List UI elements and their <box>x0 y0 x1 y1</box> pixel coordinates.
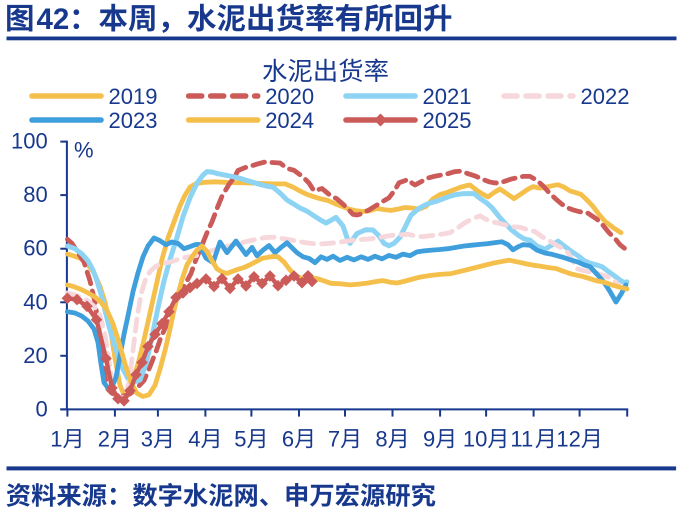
svg-text:2019: 2019 <box>109 84 158 109</box>
svg-text:1: 1 <box>50 427 62 452</box>
svg-text:3: 3 <box>141 427 153 452</box>
svg-text:%: % <box>74 138 94 163</box>
svg-text:2020: 2020 <box>265 84 314 109</box>
svg-text:80: 80 <box>23 182 47 207</box>
svg-text:11: 11 <box>510 427 533 452</box>
svg-text:2021: 2021 <box>423 84 472 109</box>
svg-text:2024: 2024 <box>265 108 314 133</box>
svg-text:12: 12 <box>556 427 580 452</box>
svg-text:20: 20 <box>23 343 47 368</box>
svg-text:42: 42 <box>37 3 70 36</box>
svg-text:7: 7 <box>328 427 340 452</box>
svg-text:6: 6 <box>282 427 294 452</box>
svg-text:2023: 2023 <box>109 108 158 133</box>
svg-text:2025: 2025 <box>423 108 472 133</box>
svg-text:9: 9 <box>423 427 435 452</box>
svg-text:8: 8 <box>375 427 387 452</box>
svg-text:100: 100 <box>11 129 48 154</box>
svg-text:5: 5 <box>234 427 246 452</box>
svg-text:60: 60 <box>23 236 47 261</box>
svg-text:2022: 2022 <box>581 84 630 109</box>
svg-text:40: 40 <box>23 289 47 314</box>
svg-text:2: 2 <box>98 427 110 452</box>
svg-text:4: 4 <box>188 427 200 452</box>
svg-text:10: 10 <box>463 427 487 452</box>
svg-text:0: 0 <box>35 396 47 421</box>
